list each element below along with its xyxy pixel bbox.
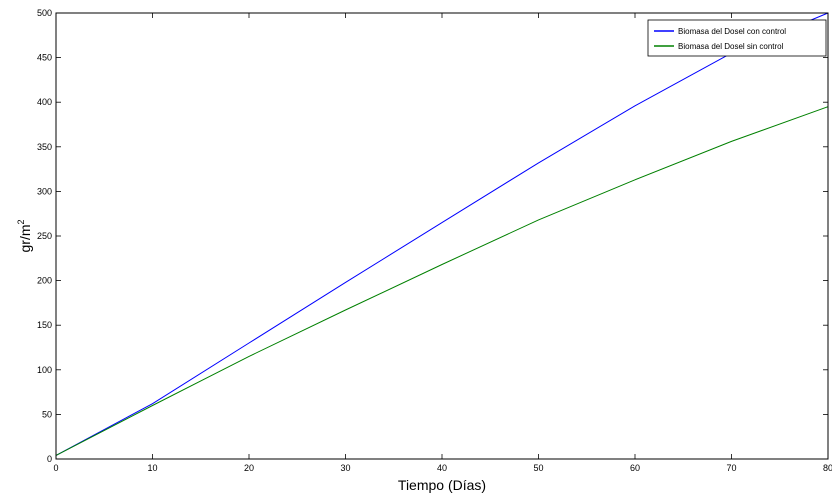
y-tick-label: 450 <box>37 53 52 63</box>
y-tick-label: 400 <box>37 97 52 107</box>
x-axis-label: Tiempo (Días) <box>398 477 486 493</box>
y-tick-label: 100 <box>37 365 52 375</box>
y-axis-label-superscript: 2 <box>16 219 26 224</box>
y-tick-label: 250 <box>37 231 52 241</box>
x-tick-label: 80 <box>823 463 832 473</box>
y-axis-label-base: gr/m <box>17 225 33 253</box>
x-tick-label: 70 <box>726 463 736 473</box>
y-tick-label: 150 <box>37 320 52 330</box>
x-tick-label: 40 <box>437 463 447 473</box>
legend-label-con-control: Biomasa del Dosel con control <box>678 27 786 36</box>
x-tick-label: 50 <box>533 463 543 473</box>
y-tick-label: 500 <box>37 8 52 18</box>
x-tick-label: 0 <box>53 463 58 473</box>
x-tick-label: 60 <box>630 463 640 473</box>
y-tick-label: 350 <box>37 142 52 152</box>
y-tick-label: 0 <box>47 454 52 464</box>
y-tick-label: 200 <box>37 276 52 286</box>
x-tick-label: 10 <box>147 463 157 473</box>
series-line-0 <box>55 12 829 456</box>
y-tick-label: 50 <box>42 409 52 419</box>
x-tick-label: 30 <box>340 463 350 473</box>
legend-label-sin-control: Biomasa del Dosel sin control <box>678 42 784 51</box>
y-axis-label: gr/m2 <box>16 219 33 252</box>
x-tick-label: 20 <box>244 463 254 473</box>
series-line-1 <box>55 106 829 456</box>
legend: Biomasa del Dosel con control Biomasa de… <box>647 19 827 57</box>
y-tick-label: 300 <box>37 186 52 196</box>
legend-box <box>647 19 827 57</box>
